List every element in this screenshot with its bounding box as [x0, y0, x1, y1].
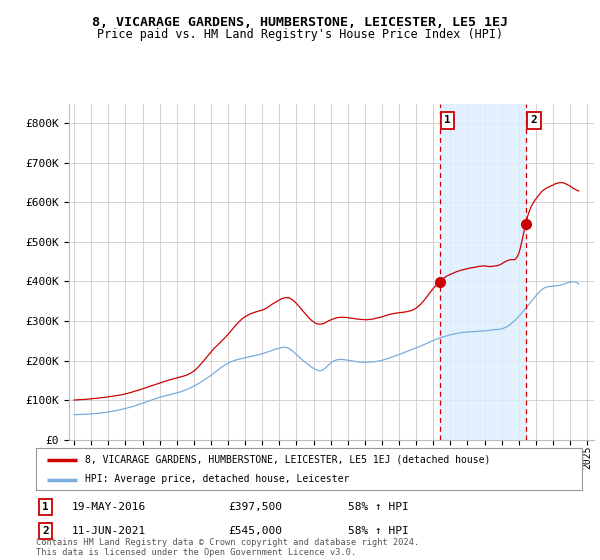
Text: 2: 2: [42, 526, 49, 536]
Text: 58% ↑ HPI: 58% ↑ HPI: [348, 502, 409, 512]
Text: 8, VICARAGE GARDENS, HUMBERSTONE, LEICESTER, LE5 1EJ: 8, VICARAGE GARDENS, HUMBERSTONE, LEICES…: [92, 16, 508, 29]
Text: HPI: Average price, detached house, Leicester: HPI: Average price, detached house, Leic…: [85, 474, 350, 484]
Text: Price paid vs. HM Land Registry's House Price Index (HPI): Price paid vs. HM Land Registry's House …: [97, 28, 503, 41]
Text: £397,500: £397,500: [228, 502, 282, 512]
Text: 2: 2: [530, 115, 538, 125]
Text: £545,000: £545,000: [228, 526, 282, 536]
Text: 11-JUN-2021: 11-JUN-2021: [72, 526, 146, 536]
Text: 8, VICARAGE GARDENS, HUMBERSTONE, LEICESTER, LE5 1EJ (detached house): 8, VICARAGE GARDENS, HUMBERSTONE, LEICES…: [85, 455, 491, 465]
Text: 1: 1: [42, 502, 49, 512]
Text: 19-MAY-2016: 19-MAY-2016: [72, 502, 146, 512]
Bar: [440, 104, 526, 440]
Text: 58% ↑ HPI: 58% ↑ HPI: [348, 526, 409, 536]
Text: 1: 1: [444, 115, 451, 125]
Text: Contains HM Land Registry data © Crown copyright and database right 2024.
This d: Contains HM Land Registry data © Crown c…: [36, 538, 419, 557]
